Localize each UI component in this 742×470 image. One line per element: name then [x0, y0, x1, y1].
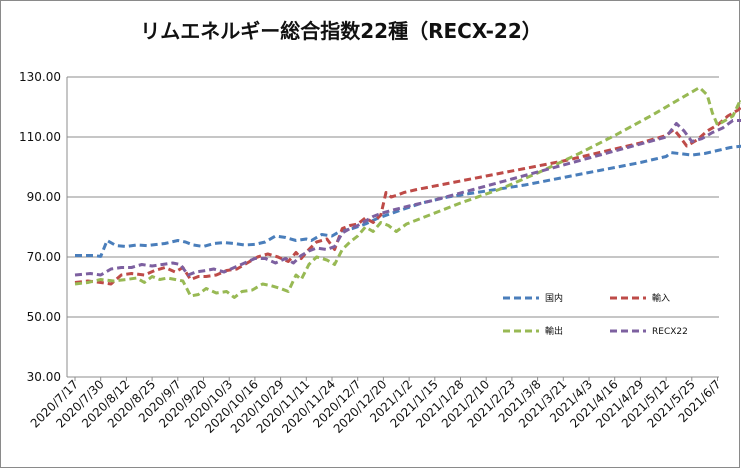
- series-line-2: [74, 86, 741, 299]
- y-tick-label: 50.00: [27, 310, 61, 324]
- legend-label: 輸入: [652, 292, 670, 304]
- y-tick-label: 130.00: [19, 70, 61, 84]
- legend-label: RECX22: [652, 327, 688, 337]
- chart-title: リムエネルギー総合指数22種（RECX-22）: [140, 19, 542, 43]
- legend-label: 国内: [545, 292, 563, 304]
- series-line-1: [74, 105, 741, 286]
- series-line-0: [75, 144, 741, 258]
- y-tick-label: 110.00: [19, 130, 61, 144]
- legend-label: 輸出: [545, 325, 563, 337]
- series-line-3: [74, 119, 741, 277]
- y-tick-label: 70.00: [27, 250, 61, 264]
- y-tick-label: 30.00: [27, 370, 61, 384]
- y-tick-label: 90.00: [27, 190, 61, 204]
